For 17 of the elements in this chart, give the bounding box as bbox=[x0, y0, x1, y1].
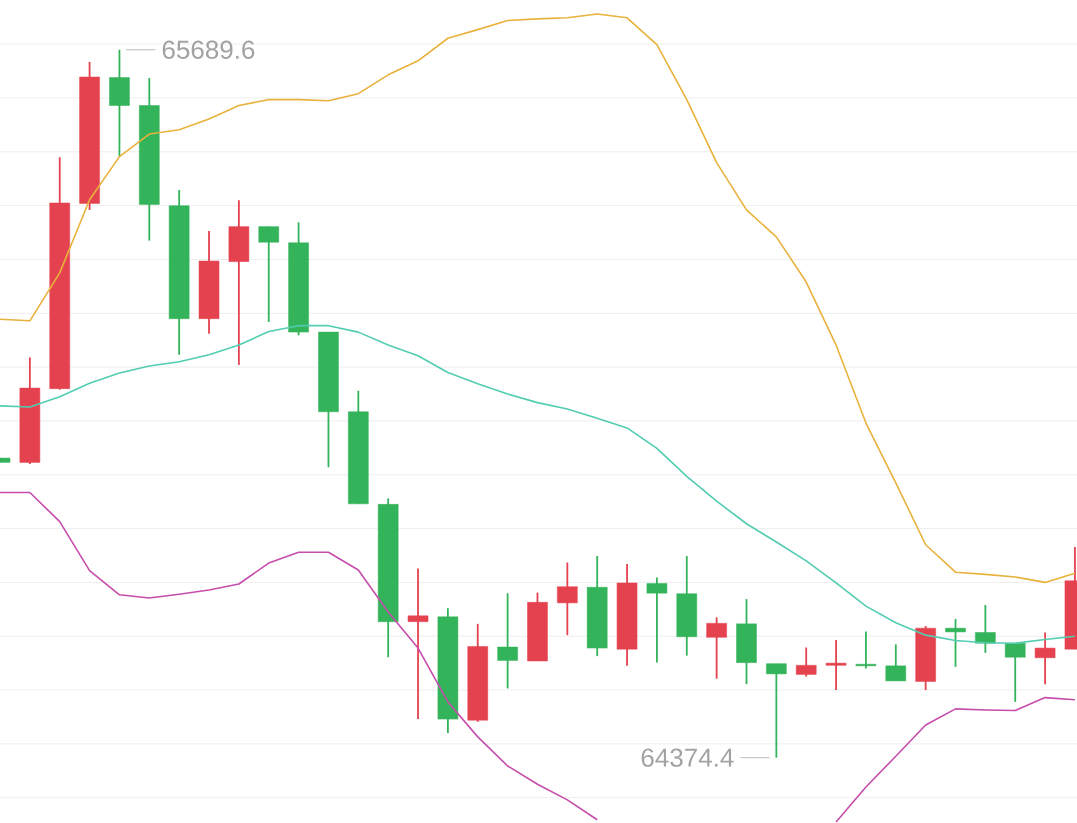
candlestick bbox=[1004, 642, 1026, 703]
candlestick bbox=[975, 604, 996, 654]
candlestick bbox=[766, 662, 787, 759]
candlestick bbox=[885, 643, 907, 682]
candlestick bbox=[945, 618, 966, 668]
candlestick bbox=[855, 630, 877, 670]
annotation: 65689.6 bbox=[162, 40, 255, 59]
candlestick bbox=[1034, 631, 1056, 686]
annotation: 64374.4 bbox=[641, 748, 734, 767]
candlestick bbox=[258, 225, 279, 323]
candlestick bbox=[497, 592, 518, 690]
candlestick bbox=[706, 616, 727, 680]
candlestick bbox=[795, 646, 817, 678]
candlestick bbox=[407, 567, 429, 721]
candlestick bbox=[557, 561, 578, 637]
candlestick bbox=[825, 639, 847, 691]
candlestick bbox=[646, 576, 668, 664]
